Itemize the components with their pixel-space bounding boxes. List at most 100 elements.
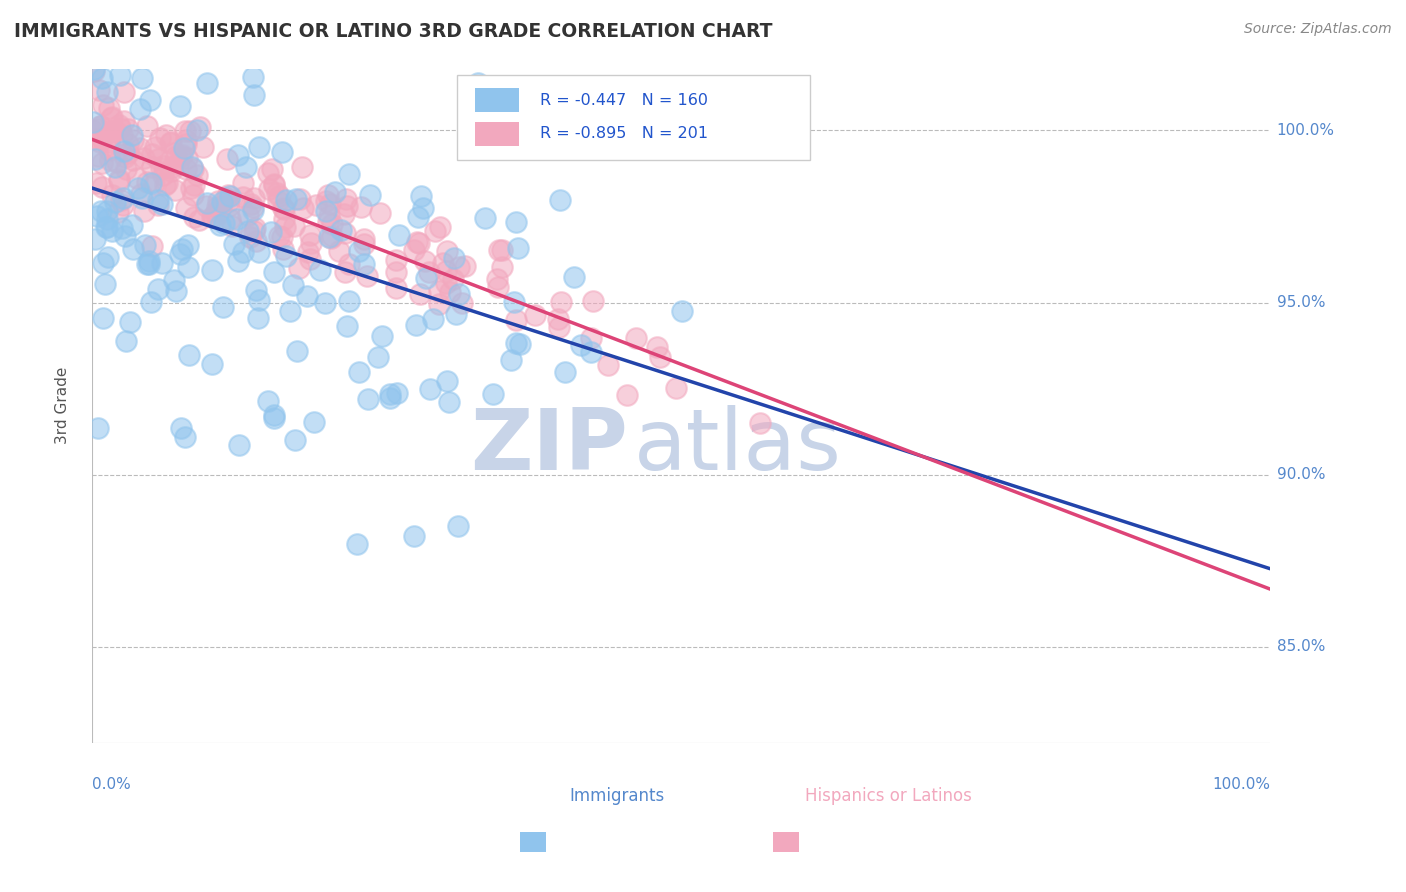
Point [384, 281, 406, 295]
Point [467, 76, 489, 90]
Point [209, 200, 232, 214]
Point [267, 194, 290, 209]
Point [174, 137, 197, 152]
Point [444, 307, 467, 321]
Point [211, 194, 233, 209]
Point [367, 351, 389, 365]
Point [474, 211, 496, 225]
Point [285, 343, 308, 358]
Point [207, 200, 229, 214]
Point [191, 139, 214, 153]
Point [100, 224, 122, 238]
Point [283, 219, 305, 233]
Point [626, 331, 648, 345]
Point [412, 201, 434, 215]
Point [159, 136, 181, 151]
Point [201, 262, 224, 277]
Point [330, 222, 353, 236]
Point [749, 416, 772, 430]
Point [548, 320, 571, 334]
Point [245, 234, 267, 248]
Point [406, 235, 429, 249]
Point [131, 191, 153, 205]
Point [485, 271, 508, 285]
Point [645, 340, 668, 354]
Point [336, 318, 359, 333]
Point [212, 216, 235, 230]
Text: 95.0%: 95.0% [1277, 295, 1326, 310]
Point [195, 76, 218, 90]
Point [174, 161, 197, 176]
Point [418, 265, 440, 279]
Point [441, 272, 464, 286]
Point [153, 178, 176, 193]
Point [146, 152, 169, 166]
Point [97, 135, 120, 149]
Point [160, 48, 183, 62]
Point [385, 252, 408, 267]
Point [117, 146, 139, 161]
Point [146, 193, 169, 207]
Text: atlas: atlas [634, 405, 842, 488]
Point [409, 287, 432, 301]
Point [318, 197, 340, 211]
Point [263, 178, 285, 192]
Point [183, 210, 205, 224]
Point [387, 385, 409, 400]
Point [263, 265, 285, 279]
Point [671, 304, 693, 318]
Point [353, 237, 375, 252]
Point [449, 260, 471, 275]
Point [243, 221, 266, 235]
FancyBboxPatch shape [475, 122, 519, 145]
Point [177, 237, 200, 252]
Point [108, 69, 131, 83]
Point [107, 119, 129, 133]
Point [138, 257, 160, 271]
Point [323, 186, 346, 200]
Point [146, 198, 169, 212]
Point [509, 337, 531, 351]
Point [124, 37, 146, 52]
Point [218, 188, 240, 202]
Point [226, 254, 249, 268]
Point [308, 263, 330, 277]
Point [82, 131, 104, 145]
Point [274, 249, 297, 263]
Point [427, 296, 450, 310]
Point [114, 31, 136, 45]
Point [274, 220, 297, 235]
Point [91, 310, 114, 325]
Point [263, 411, 285, 425]
Point [356, 269, 378, 284]
Point [357, 392, 380, 406]
Point [247, 245, 270, 260]
Point [235, 160, 257, 174]
Point [298, 252, 321, 266]
Point [290, 45, 312, 59]
Point [111, 220, 134, 235]
Point [388, 228, 411, 243]
Point [96, 85, 118, 99]
Point [108, 174, 131, 188]
Point [87, 83, 110, 97]
Point [276, 194, 298, 208]
Point [247, 293, 270, 307]
Point [205, 209, 228, 223]
Text: ZIP: ZIP [470, 405, 628, 488]
Point [136, 120, 159, 134]
Point [112, 144, 135, 158]
Point [257, 166, 280, 180]
Point [160, 161, 183, 176]
Point [432, 256, 454, 270]
Point [121, 242, 143, 256]
Point [273, 201, 295, 215]
Point [247, 311, 270, 326]
Point [165, 284, 187, 298]
Point [225, 212, 247, 227]
Point [218, 194, 240, 209]
Point [89, 135, 111, 149]
Point [402, 243, 425, 257]
Point [129, 141, 152, 155]
Point [89, 119, 111, 133]
